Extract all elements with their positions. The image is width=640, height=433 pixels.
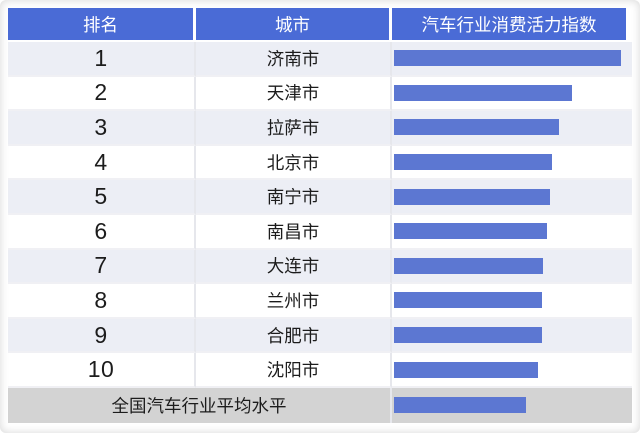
bar-cell xyxy=(392,180,632,215)
table-row: 2 天津市 xyxy=(8,76,632,112)
table-row: 6 南昌市 xyxy=(8,214,632,250)
city-cell: 合肥市 xyxy=(196,318,392,354)
index-bar xyxy=(394,397,526,414)
rank-cell: 5 xyxy=(8,180,196,215)
index-bar xyxy=(394,257,543,274)
table-row: 8 兰州市 xyxy=(8,284,632,319)
bar-cell xyxy=(392,387,632,423)
index-bar xyxy=(394,327,542,344)
city-cell: 兰州市 xyxy=(196,284,392,319)
index-bar xyxy=(394,154,552,171)
index-bar xyxy=(394,119,559,136)
bar-cell xyxy=(392,353,632,388)
ranking-table: 排名 城市 汽车行业消费活力指数 1 济南市 2 天津市 3 拉萨市 4 北京市… xyxy=(8,8,632,423)
index-column-header: 汽车行业消费活力指数 xyxy=(392,8,632,42)
rank-cell: 3 xyxy=(8,111,196,146)
rank-cell: 7 xyxy=(8,249,196,285)
bar-cell xyxy=(392,111,632,146)
index-bar xyxy=(394,84,572,101)
national-average-label: 全国汽车行业平均水平 xyxy=(8,387,392,423)
index-bar xyxy=(394,292,542,309)
bar-cell xyxy=(392,42,632,77)
rank-cell: 4 xyxy=(8,145,196,181)
city-cell: 拉萨市 xyxy=(196,111,392,146)
table-row: 4 北京市 xyxy=(8,145,632,181)
city-cell: 天津市 xyxy=(196,76,392,112)
index-bar xyxy=(394,50,621,67)
city-cell: 北京市 xyxy=(196,145,392,181)
rank-cell: 10 xyxy=(8,353,196,388)
table-row: 1 济南市 xyxy=(8,42,632,77)
bar-cell xyxy=(392,318,632,354)
rank-column-header: 排名 xyxy=(8,8,196,42)
bar-cell xyxy=(392,284,632,319)
index-bar xyxy=(394,361,538,378)
rank-cell: 1 xyxy=(8,42,196,77)
city-cell: 沈阳市 xyxy=(196,353,392,388)
table-row: 3 拉萨市 xyxy=(8,111,632,146)
national-average-row: 全国汽车行业平均水平 xyxy=(8,387,632,423)
bar-cell xyxy=(392,76,632,112)
table-row: 5 南宁市 xyxy=(8,180,632,215)
index-bar xyxy=(394,188,550,205)
rank-cell: 6 xyxy=(8,214,196,250)
bar-cell xyxy=(392,145,632,181)
index-bar xyxy=(394,223,547,240)
bar-cell xyxy=(392,214,632,250)
city-column-header: 城市 xyxy=(196,8,392,42)
bar-cell xyxy=(392,249,632,285)
rank-cell: 8 xyxy=(8,284,196,319)
rank-cell: 9 xyxy=(8,318,196,354)
rank-cell: 2 xyxy=(8,76,196,112)
city-cell: 南宁市 xyxy=(196,180,392,215)
table-row: 7 大连市 xyxy=(8,249,632,285)
city-cell: 大连市 xyxy=(196,249,392,285)
table-row: 10 沈阳市 xyxy=(8,353,632,388)
table-header-row: 排名 城市 汽车行业消费活力指数 xyxy=(8,8,632,42)
city-cell: 济南市 xyxy=(196,42,392,77)
city-cell: 南昌市 xyxy=(196,214,392,250)
table-row: 9 合肥市 xyxy=(8,318,632,354)
